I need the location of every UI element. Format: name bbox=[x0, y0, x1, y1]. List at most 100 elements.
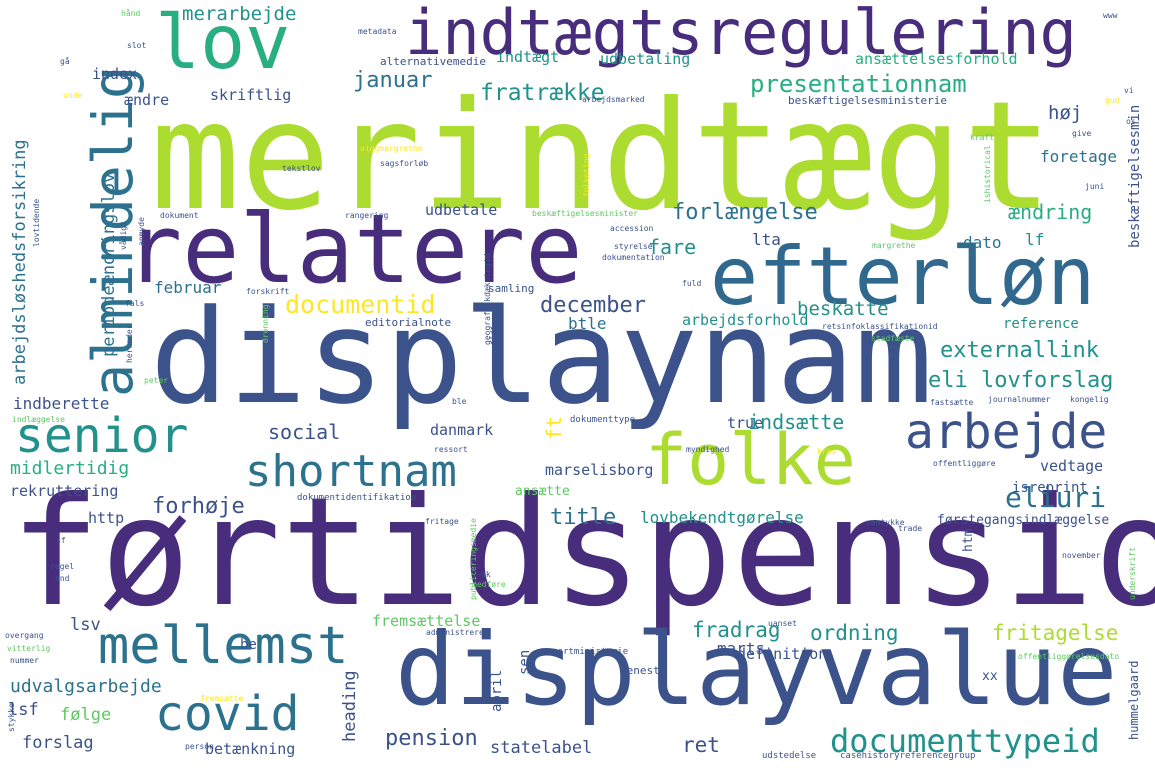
word-112: forskrift bbox=[246, 287, 290, 296]
word-60: definition bbox=[737, 645, 828, 663]
word-45: statelabel bbox=[490, 738, 593, 758]
word-127: administrere bbox=[426, 628, 484, 637]
word-83: ansætte bbox=[515, 484, 570, 499]
word-59: arbejdsforhold bbox=[682, 311, 809, 329]
word-129: ble bbox=[452, 397, 467, 406]
word-41: midlertidig bbox=[10, 458, 130, 479]
word-52: btle bbox=[568, 314, 607, 333]
word-141: anmyde bbox=[137, 217, 146, 246]
word-68: index bbox=[92, 65, 138, 83]
word-147: unde bbox=[63, 91, 83, 100]
word-161: fremsætte bbox=[200, 694, 244, 703]
word-20: externallink bbox=[940, 338, 1099, 363]
word-110: dokumentation bbox=[602, 253, 665, 262]
word-153: indlæggelse bbox=[12, 415, 65, 424]
word-98: offentliggørelsesdato bbox=[1018, 652, 1120, 661]
word-106: tekstlov bbox=[282, 164, 321, 173]
word-77: april bbox=[489, 669, 505, 712]
word-87: beskæftigelsesministerie bbox=[788, 94, 947, 107]
word-12: arbejde bbox=[905, 404, 1108, 460]
word-8: indtægtsregulering bbox=[405, 0, 1077, 69]
word-29: fritagelse bbox=[992, 621, 1119, 645]
word-27: december bbox=[540, 293, 646, 318]
word-128: ressort bbox=[434, 445, 468, 454]
word-160: stykke bbox=[7, 703, 16, 732]
word-3: displayvalue bbox=[395, 611, 1118, 728]
word-142: dronning bbox=[261, 304, 270, 343]
word-55: lf bbox=[1025, 230, 1045, 249]
word-115: fastsætte bbox=[930, 398, 974, 407]
word-159: nummer bbox=[10, 656, 39, 665]
word-158: vitterlig bbox=[7, 644, 51, 653]
word-118: krav bbox=[817, 447, 837, 456]
word-53: lta bbox=[752, 230, 781, 249]
word-17: documentid bbox=[285, 290, 436, 319]
word-48: lsf bbox=[8, 700, 39, 720]
word-26: januar bbox=[353, 68, 433, 93]
word-103: metadata bbox=[358, 27, 397, 36]
word-151: herunder bbox=[125, 324, 134, 363]
word-74: rekruttering bbox=[10, 482, 119, 500]
word-63: udbetaling bbox=[600, 50, 691, 68]
word-82: førstegangsindlæggelse bbox=[937, 513, 1110, 528]
word-117: myndighed bbox=[686, 445, 730, 454]
word-10: senior bbox=[15, 408, 189, 464]
word-119: offentliggøre bbox=[933, 459, 996, 468]
word-78: sen bbox=[517, 649, 533, 675]
word-69: marselisborg bbox=[545, 461, 654, 479]
word-73: http bbox=[88, 509, 125, 527]
word-40: udvalgsarbejde bbox=[10, 676, 162, 697]
word-47: følge bbox=[60, 705, 112, 725]
word-14: covid bbox=[155, 686, 300, 742]
word-70: danmark bbox=[430, 421, 494, 439]
word-66: skriftlig bbox=[210, 86, 292, 104]
word-97: retsinfoklassifikationid bbox=[822, 322, 938, 331]
word-111: styrelse bbox=[614, 242, 653, 251]
word-156: and bbox=[55, 574, 70, 583]
word-136: ishistorical bbox=[983, 145, 992, 203]
word-13: shortnam bbox=[245, 446, 457, 497]
word-67: ændre bbox=[124, 91, 170, 109]
word-6: folke bbox=[645, 419, 856, 501]
word-31: ret bbox=[682, 733, 720, 757]
word-34: indsætte bbox=[748, 410, 845, 434]
word-75: fremsættelse bbox=[372, 612, 481, 630]
word-15: documenttypeid bbox=[830, 722, 1100, 760]
word-148: www bbox=[1103, 11, 1118, 20]
word-132: juni bbox=[1085, 182, 1105, 191]
word-49: lsv bbox=[70, 615, 101, 635]
word-37: fare bbox=[648, 235, 697, 259]
word-149: lovtidende bbox=[32, 198, 41, 247]
word-56: foretage bbox=[1040, 147, 1118, 166]
word-94: casehistoryreferencegroup bbox=[840, 751, 976, 761]
word-36: merarbejde bbox=[182, 3, 297, 25]
word-86: xx bbox=[982, 669, 998, 684]
word-4: relatere bbox=[125, 195, 583, 305]
word-163: underskrift bbox=[1128, 547, 1137, 600]
word-71: true bbox=[727, 414, 764, 432]
word-102: beskæftigelsesminister bbox=[532, 209, 638, 218]
word-33: social bbox=[268, 420, 341, 444]
word-58: indberette bbox=[13, 394, 110, 413]
word-120: samtykke bbox=[866, 518, 905, 527]
word-61: betænkning bbox=[205, 740, 296, 758]
word-16: eliuri bbox=[1005, 481, 1107, 514]
word-152: peter bbox=[144, 376, 169, 385]
word-79: be bbox=[240, 637, 257, 653]
word-144: slot bbox=[127, 41, 147, 50]
word-108: rangering bbox=[345, 211, 389, 220]
word-146: gå bbox=[60, 57, 70, 66]
word-154: sf bbox=[56, 536, 66, 545]
word-50: marts bbox=[717, 639, 766, 658]
word-23: title bbox=[550, 505, 617, 530]
word-138: vi bbox=[1124, 86, 1134, 95]
word-99: journalnummer bbox=[988, 395, 1051, 404]
word-76: beskæftigelsesmin bbox=[1127, 104, 1143, 248]
word-81: isreprint bbox=[1012, 480, 1088, 496]
word-64: indtægt bbox=[496, 48, 560, 66]
word-113: fuld bbox=[682, 279, 702, 288]
word-143: viggmargrethe bbox=[360, 144, 423, 153]
word-5: efterløn bbox=[710, 230, 1096, 323]
word-21: eli lovforslag bbox=[928, 368, 1114, 393]
word-145: hånd bbox=[121, 9, 141, 18]
